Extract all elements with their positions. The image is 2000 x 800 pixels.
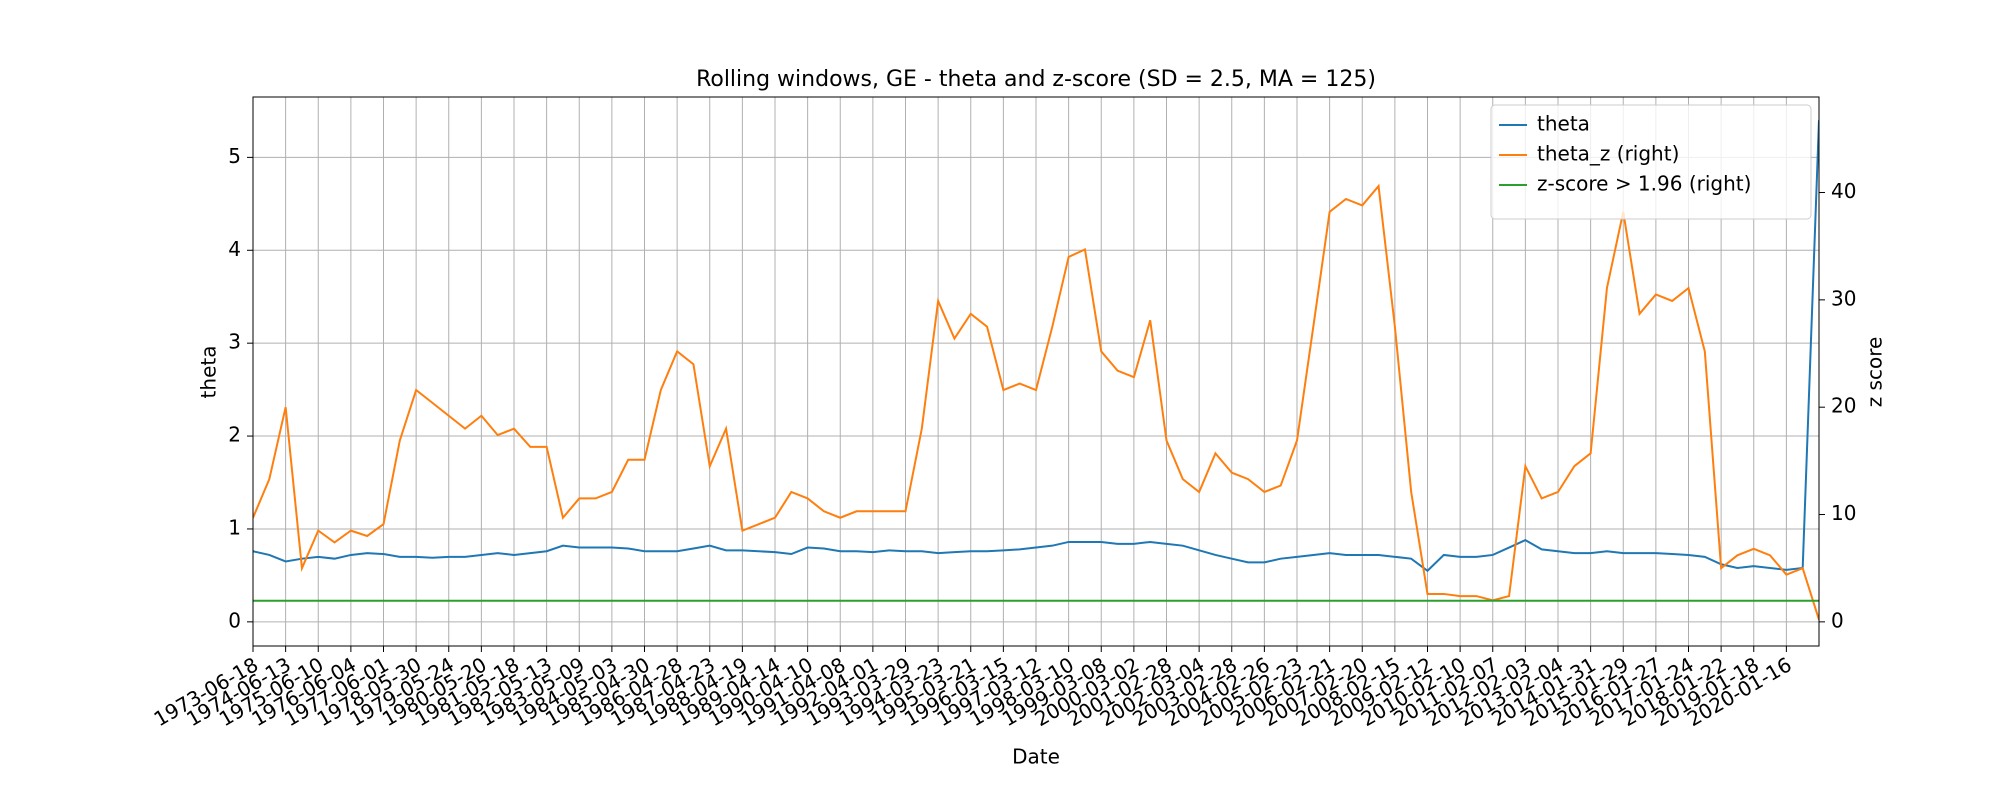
y2-tick-label: 20: [1831, 394, 1856, 418]
y2-tick-label: 0: [1831, 608, 1844, 632]
legend-label: theta_z (right): [1537, 142, 1679, 166]
legend-box: [1490, 104, 1812, 220]
legend-label: theta: [1537, 112, 1590, 136]
y2-axis-label: z score: [1863, 337, 1887, 408]
y2-tick-label: 30: [1831, 286, 1856, 310]
y-tick-label: 0: [228, 608, 241, 632]
series-line: [253, 183, 1819, 621]
y-tick-label: 4: [228, 237, 241, 261]
y-tick-label: 1: [228, 515, 241, 539]
plot-frame: [252, 96, 1820, 647]
legend-label: z-score > 1.96 (right): [1537, 172, 1751, 196]
y-axis-label: theta: [197, 346, 221, 399]
y-tick-label: 2: [228, 423, 241, 447]
y2-tick-label: 40: [1831, 179, 1856, 203]
x-axis-label: Date: [1012, 745, 1060, 769]
series-line: [253, 120, 1819, 573]
chart-title: Rolling windows, GE - theta and z-score …: [696, 67, 1376, 92]
y-tick-label: 5: [228, 144, 241, 168]
y2-tick-label: 10: [1831, 501, 1856, 525]
y-tick-label: 3: [228, 330, 241, 354]
